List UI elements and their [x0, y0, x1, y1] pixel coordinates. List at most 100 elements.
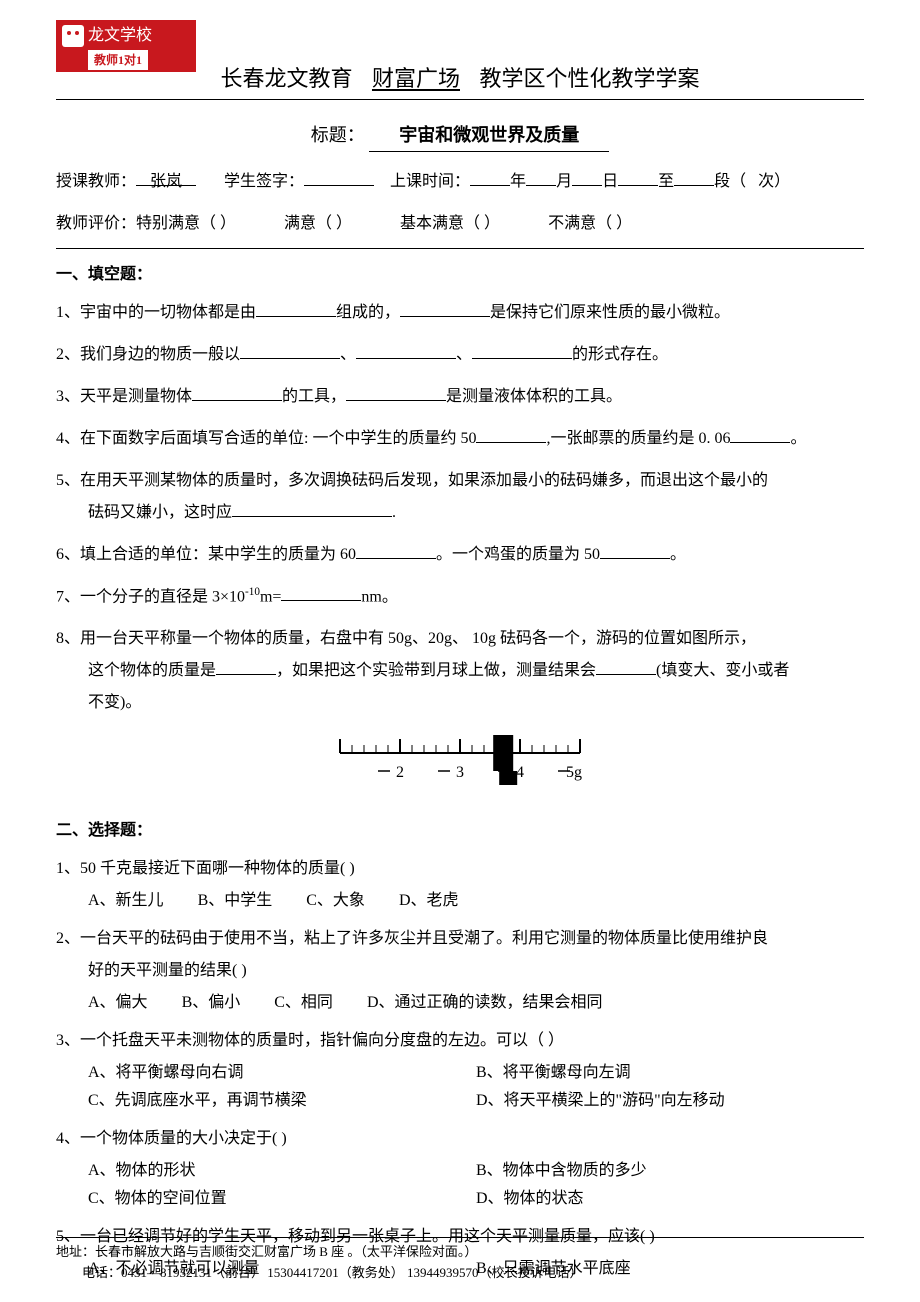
q2d: 的形式存在。 — [572, 346, 668, 363]
blank-month — [526, 170, 556, 186]
s2q2-a: A、偏大 — [88, 991, 148, 1015]
q3-blank2 — [346, 385, 446, 401]
rating-label: 教师评价： — [56, 215, 136, 232]
q3-blank1 — [192, 385, 282, 401]
q4a: 4、在下面数字后面填写合适的单位: 一个中学生的质量约 50 — [56, 430, 476, 447]
logo-sub: 教师1对1 — [88, 50, 148, 70]
q7sup: -10 — [245, 586, 260, 598]
q8d: (填变大、变小或者 — [656, 662, 789, 679]
s2q1-text: 1、50 千克最接近下面哪一种物体的质量( ) — [56, 860, 355, 877]
s2q1-a: A、新生儿 — [88, 889, 164, 913]
s2q2-line2: 好的天平测量的结果( ) — [56, 955, 864, 987]
q8e: 不变)。 — [88, 694, 141, 711]
s2q1-opts: A、新生儿 B、中学生 C、大象 D、老虎 — [56, 889, 864, 913]
s2q3: 3、一个托盘天平未测物体的质量时，指针偏向分度盘的左边。可以（ ） — [56, 1025, 864, 1057]
logo-face-icon — [62, 25, 84, 47]
teacher-label: 授课教师： — [56, 173, 136, 190]
time-label: 上课时间： — [390, 173, 470, 190]
rating-2: 满意（ ） — [284, 215, 352, 232]
s2q1: 1、50 千克最接近下面哪一种物体的质量( ) — [56, 853, 864, 885]
s2q3-d: D、将天平横梁上的"游码"向左移动 — [476, 1089, 864, 1113]
scale-ruler-icon: 2 3 4 5g — [320, 727, 600, 797]
s2q3-a: A、将平衡螺母向右调 — [88, 1061, 476, 1085]
q4-blank1 — [476, 427, 546, 443]
s2q2-d: D、通过正确的读数，结果会相同 — [367, 991, 603, 1015]
s2q4-c: C、物体的空间位置 — [88, 1187, 476, 1211]
q4: 4、在下面数字后面填写合适的单位: 一个中学生的质量约 50 ,一张邮票的质量约是… — [56, 423, 864, 455]
q8-blank2 — [596, 659, 656, 675]
blank-year — [470, 170, 510, 186]
section2-head: 二、选择题： — [56, 819, 864, 843]
q1-blank2 — [400, 301, 490, 317]
s2q4: 4、一个物体质量的大小决定于( ) — [56, 1123, 864, 1155]
s2q2: 2、一台天平的砝码由于使用不当，粘上了许多灰尘并且受潮了。利用它测量的物体质量比… — [56, 923, 864, 987]
q2-blank1 — [240, 343, 340, 359]
s2q3-c: C、先调底座水平，再调节横梁 — [88, 1089, 476, 1113]
blank-period — [674, 170, 714, 186]
header-location: 财富广场 — [358, 62, 474, 95]
teacher-name: 张岚 — [136, 170, 196, 186]
s2q2b: 好的天平测量的结果( ) — [88, 962, 247, 979]
year: 年 — [510, 173, 526, 190]
q4-blank2 — [730, 427, 790, 443]
q7: 7、一个分子的直径是 3×10-10m=nm。 — [56, 581, 864, 613]
s2q2a: 2、一台天平的砝码由于使用不当，粘上了许多灰尘并且受潮了。利用它测量的物体质量比… — [56, 930, 768, 947]
q5c: . — [392, 504, 396, 521]
q1b: 组成的， — [336, 304, 400, 321]
rating-4: 不满意（ ） — [548, 215, 632, 232]
q6: 6、填上合适的单位：某中学生的质量为 60。一个鸡蛋的质量为 50。 — [56, 539, 864, 571]
times: 次） — [758, 173, 790, 190]
q7-blank — [281, 585, 361, 601]
q8c: ，如果把这个实验带到月球上做，测量结果会 — [276, 662, 596, 679]
title-row: 标题： 宇宙和微观世界及质量 — [56, 122, 864, 152]
s2q2-c: C、相同 — [274, 991, 333, 1015]
svg-text:3: 3 — [456, 764, 464, 781]
svg-text:2: 2 — [396, 764, 404, 781]
q1a: 1、宇宙中的一切物体都是由 — [56, 304, 256, 321]
meta-row: 授课教师：张岚 学生签字： 上课时间：年月日至段（ 次） — [56, 170, 864, 194]
q5a: 5、在用天平测某物体的质量时，多次调换砝码后发现，如果添加最小的砝码嫌多，而退出… — [56, 472, 768, 489]
svg-text:5g: 5g — [566, 764, 582, 781]
q8-line2: 这个物体的质量是，如果把这个实验带到月球上做，测量结果会(填变大、变小或者 — [56, 655, 864, 687]
s2q3-b: B、将平衡螺母向左调 — [476, 1061, 864, 1085]
q1c: 是保持它们原来性质的最小微粒。 — [490, 304, 730, 321]
s2q3-opts2: C、先调底座水平，再调节横梁 D、将天平横梁上的"游码"向左移动 — [56, 1089, 864, 1113]
svg-text:4: 4 — [516, 764, 524, 781]
rating-3: 基本满意（ ） — [400, 215, 500, 232]
student-sign-label: 学生签字： — [224, 173, 304, 190]
header-suffix: 教学区个性化教学学案 — [480, 62, 700, 95]
q2a: 2、我们身边的物质一般以 — [56, 346, 240, 363]
to: 至 — [658, 173, 674, 190]
q5-blank — [232, 501, 392, 517]
s2q4-d: D、物体的状态 — [476, 1187, 864, 1211]
q6c: 。 — [670, 546, 686, 563]
logo-top: 龙文学校 — [62, 24, 190, 48]
s2q2-b: B、偏小 — [182, 991, 241, 1015]
q3c: 是测量液体体积的工具。 — [446, 388, 622, 405]
q8-blank1 — [216, 659, 276, 675]
section1-head: 一、填空题： — [56, 263, 864, 287]
q5b: 砝码又嫌小，这时应 — [88, 504, 232, 521]
q7a: 7、一个分子的直径是 3×10 — [56, 588, 245, 605]
s2q4-opts1: A、物体的形状 B、物体中含物质的多少 — [56, 1159, 864, 1183]
title-value: 宇宙和微观世界及质量 — [369, 122, 609, 152]
period: 段（ — [714, 173, 746, 190]
s2q1-d: D、老虎 — [399, 889, 459, 913]
footer: 地址：长春市解放大路与吉顺街交汇财富广场 B 座 。（太平洋保险对面。） 电话：… — [56, 1237, 864, 1284]
q6-blank2 — [600, 543, 670, 559]
title-label: 标题： — [311, 125, 365, 145]
q2-blank2 — [356, 343, 456, 359]
q4b: ,一张邮票的质量约是 0. 06 — [546, 430, 730, 447]
q6-blank1 — [356, 543, 436, 559]
q1-blank1 — [256, 301, 336, 317]
footer-tel: 电话：0431—81932131（前台） 15304417201（教务处） 13… — [56, 1263, 864, 1284]
day: 日 — [602, 173, 618, 190]
q5-line2: 砝码又嫌小，这时应. — [56, 497, 864, 529]
q3b: 的工具， — [282, 388, 346, 405]
q6a: 6、填上合适的单位：某中学生的质量为 60 — [56, 546, 356, 563]
s2q4-text: 4、一个物体质量的大小决定于( ) — [56, 1130, 287, 1147]
rating-row: 教师评价：特别满意（ ） 满意（ ） 基本满意（ ） 不满意（ ） — [56, 212, 864, 249]
footer-addr: 地址：长春市解放大路与吉顺街交汇财富广场 B 座 。（太平洋保险对面。） — [56, 1242, 864, 1263]
logo-title: 龙文学校 — [88, 24, 152, 48]
logo-badge: 龙文学校 教师1对1 — [56, 20, 196, 72]
